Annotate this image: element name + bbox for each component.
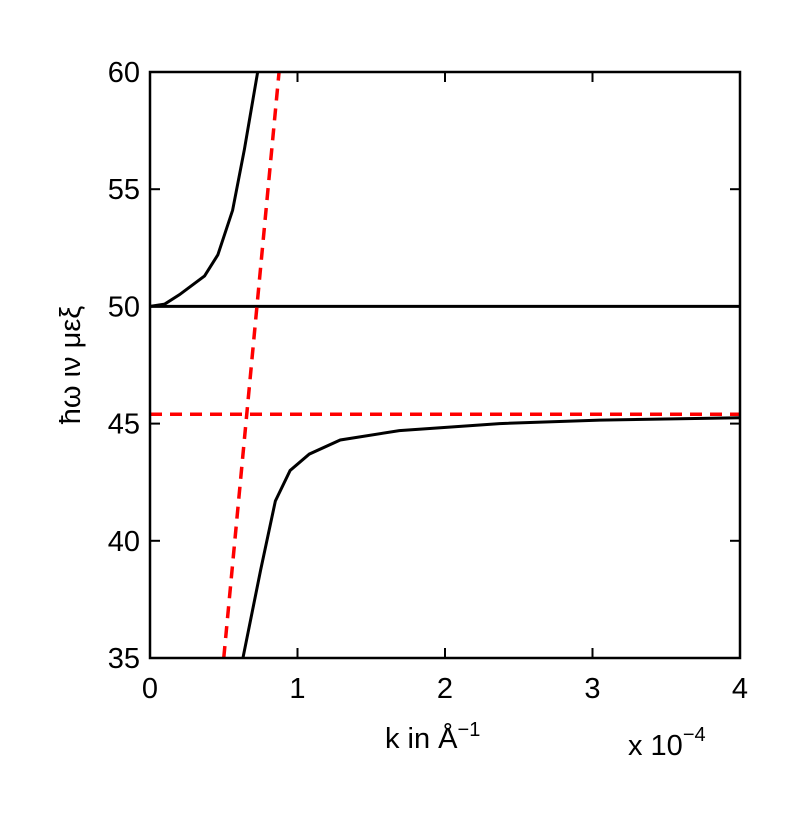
y-tick-label: 35 — [108, 643, 140, 675]
plot-frame — [148, 70, 742, 660]
y-tick-label: 45 — [108, 409, 140, 441]
series-line — [241, 416, 740, 658]
x-label-sup: −1 — [458, 719, 481, 741]
y-tick-label: 55 — [108, 174, 140, 206]
y-tick-label: 50 — [108, 291, 140, 323]
multiplier-sup: −4 — [683, 724, 706, 746]
x-tick-label: 1 — [289, 673, 305, 705]
multiplier-text: x 10 — [628, 730, 683, 762]
x-tick-label: 0 — [142, 673, 158, 705]
x-tick-label: 2 — [437, 673, 453, 705]
series-line — [150, 72, 260, 308]
x-label-text: k in Å — [385, 722, 458, 755]
x-tick-label: 4 — [732, 673, 748, 705]
series-line — [222, 72, 281, 658]
y-tick-label: 40 — [108, 526, 140, 558]
x-multiplier: x 10−4 — [628, 724, 706, 762]
x-axis-label: k in Å−1 — [385, 719, 480, 755]
x-tick-label: 3 — [584, 673, 600, 705]
y-tick-label: 60 — [108, 57, 140, 89]
y-axis-label: ħω ιν μεξ — [55, 306, 87, 424]
